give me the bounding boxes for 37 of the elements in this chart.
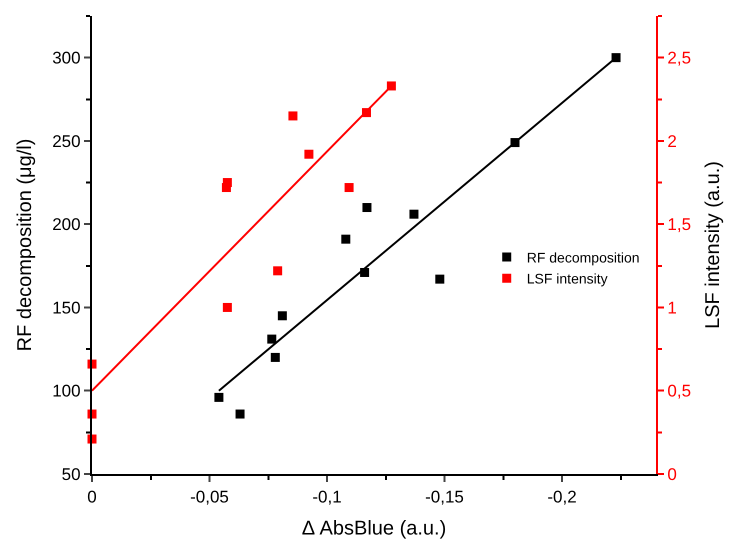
y-tick-label: 300 — [52, 48, 81, 68]
point — [222, 302, 232, 312]
y-tick-label: 100 — [52, 382, 81, 401]
y2-tick-label: 2,5 — [667, 48, 692, 68]
y-tick-label: 200 — [52, 215, 81, 234]
point — [270, 352, 280, 362]
x-tick-label: 0 — [87, 487, 97, 506]
point — [288, 111, 298, 120]
point — [362, 203, 372, 212]
point — [341, 234, 350, 244]
x-tick-label: -0,2 — [547, 487, 577, 506]
point — [409, 210, 418, 219]
point — [222, 183, 231, 192]
y-tick-label: 150 — [52, 298, 81, 318]
point — [304, 150, 314, 159]
legend-label: RF decomposition — [526, 249, 640, 266]
point — [278, 311, 287, 320]
legend-label: LSF intensity — [526, 270, 608, 287]
y2-tick-label: 2 — [667, 132, 677, 151]
y2-tick-label: 0,5 — [667, 382, 692, 401]
point — [267, 334, 276, 344]
point — [273, 266, 282, 276]
x-tick-label: -0,1 — [312, 487, 342, 506]
y-tick-label: 50 — [62, 464, 81, 484]
y-tick-label: 250 — [52, 132, 81, 151]
y2-axis-title: LSF intensity (a.u.) — [702, 161, 724, 329]
point — [435, 274, 444, 284]
y2-tick-label: 0 — [667, 464, 677, 484]
y-axis-title: RF decomposition (μg/l) — [14, 138, 36, 352]
point — [236, 410, 245, 419]
point — [214, 392, 224, 402]
x-axis-title: Δ AbsBlue (a.u.) — [302, 517, 446, 540]
y2-tick-label: 1,5 — [667, 215, 692, 234]
x-tick-label: -0,15 — [425, 487, 464, 506]
point — [344, 183, 354, 192]
x-tick-label: -0,05 — [190, 487, 229, 506]
y2-tick-label: 1 — [667, 298, 677, 318]
